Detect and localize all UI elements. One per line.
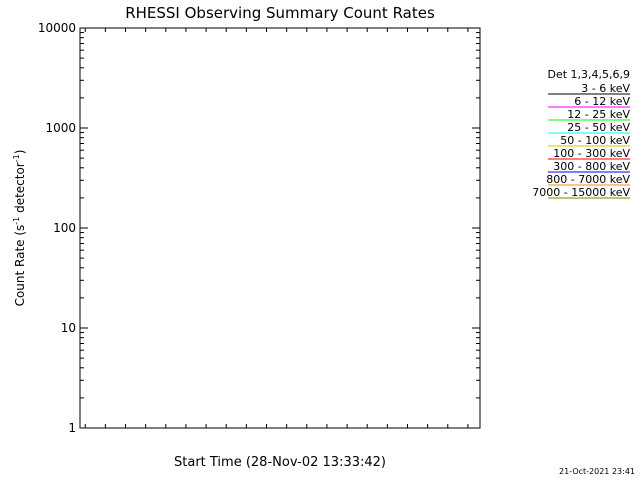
legend-label-5: 100 - 300 keV bbox=[553, 147, 630, 160]
y-axis-label: Count Rate (s-1 detector-1) bbox=[12, 150, 27, 307]
legend-label-0: 3 - 6 keV bbox=[581, 82, 630, 95]
legend-label-6: 300 - 800 keV bbox=[553, 160, 630, 173]
x-axis: 13:4514:0014:1514:3014:4515:00 bbox=[84, 28, 469, 428]
legend-label-7: 800 - 7000 keV bbox=[546, 173, 630, 186]
y-axis-label-sup2: -1 bbox=[12, 154, 21, 162]
legend-label-4: 50 - 100 keV bbox=[560, 134, 630, 147]
legend-label-8: 7000 - 15000 keV bbox=[532, 186, 630, 199]
y-tick-label-2: 100 bbox=[53, 221, 76, 235]
y-axis-label-end: ) bbox=[13, 150, 27, 155]
y-tick-label-0: 1 bbox=[68, 421, 76, 435]
x-axis-label: Start Time (28-Nov-02 13:33:42) bbox=[174, 455, 386, 470]
legend-label-3: 25 - 50 keV bbox=[567, 121, 630, 134]
y-axis-label-main: Count Rate (s bbox=[13, 225, 27, 307]
legend-title: Det 1,3,4,5,6,9 bbox=[547, 68, 630, 81]
y-tick-label-1: 10 bbox=[61, 321, 76, 335]
y-tick-label-4: 10000 bbox=[38, 21, 76, 35]
chart-title: RHESSI Observing Summary Count Rates bbox=[125, 4, 435, 22]
timestamp: 21-Oct-2021 23:41 bbox=[559, 467, 635, 476]
legend-label-1: 6 - 12 keV bbox=[574, 95, 630, 108]
y-axis-label-mid: detector bbox=[13, 162, 27, 217]
y-axis: 1 10 100 1000 10000 bbox=[38, 21, 480, 435]
plot-frame bbox=[79, 27, 481, 429]
y-tick-label-3: 1000 bbox=[45, 121, 76, 135]
y-axis-label-sup1: -1 bbox=[12, 217, 21, 225]
legend-label-2: 12 - 25 keV bbox=[567, 108, 630, 121]
